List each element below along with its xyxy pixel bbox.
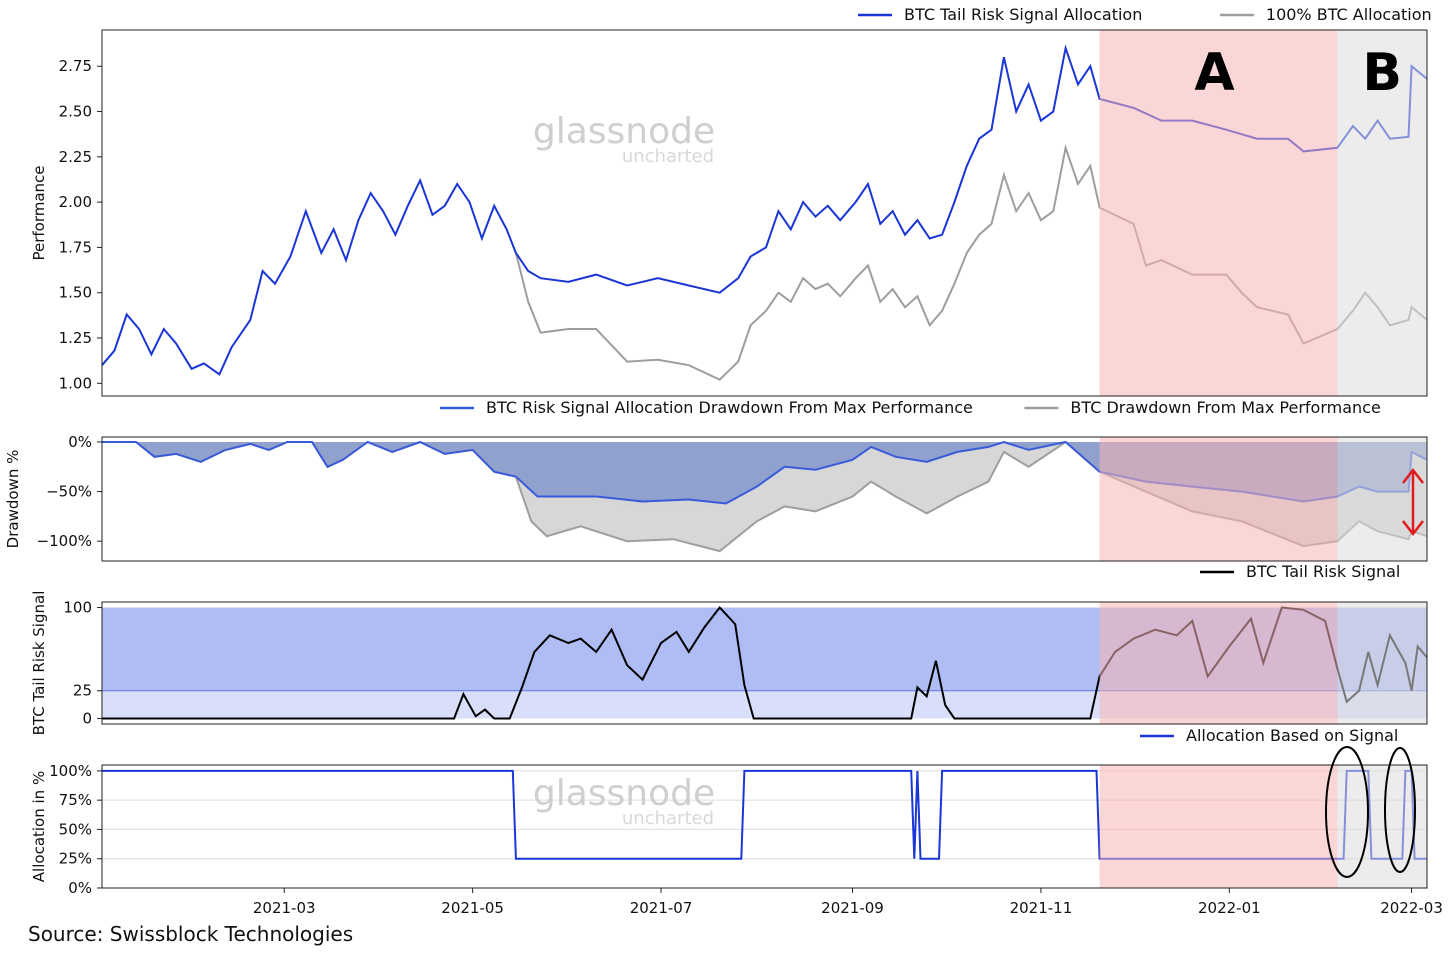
- plot-frame: [101, 436, 1428, 562]
- legend-label: 100% BTC Allocation: [1266, 5, 1432, 24]
- watermark-sub: uncharted: [622, 146, 714, 167]
- watermark-logo: glassnode: [533, 111, 715, 152]
- watermark-sub: uncharted: [622, 808, 714, 829]
- region-B: [1337, 765, 1427, 888]
- ytick-label: 0%: [68, 879, 92, 897]
- legend-label: BTC Tail Risk Signal: [1246, 562, 1400, 581]
- ytick-label: 1.75: [59, 238, 92, 256]
- ytick-label: 0%: [68, 433, 92, 451]
- region-A: [1099, 765, 1338, 888]
- y-axis-label: Performance: [30, 165, 48, 260]
- allocation-panel: glassnodeuncharted0%25%50%75%100%Allocat…: [30, 726, 1428, 897]
- red-arrow-head-down: [1402, 520, 1424, 537]
- y-axis-label: Allocation in %: [30, 771, 48, 882]
- ytick-label: 0: [82, 709, 92, 727]
- xtick-label: 2021-11: [1010, 899, 1073, 917]
- x-axis: 2021-03 2021-05 2021-07 2021-09 2021-11 2022-…: [253, 888, 1443, 917]
- ytick-label: 2.25: [59, 148, 92, 166]
- ytick-label: 2.50: [59, 103, 92, 121]
- region-A: [1099, 437, 1338, 561]
- legend-label: BTC Tail Risk Signal Allocation: [904, 5, 1142, 24]
- ytick-label: 1.50: [59, 284, 92, 302]
- ytick-label: 50%: [59, 820, 92, 838]
- ytick-label: 2.00: [59, 193, 92, 211]
- plot-frame: [101, 764, 1428, 889]
- xtick-label: 2022-01: [1198, 899, 1261, 917]
- region-letter-B: B: [1362, 43, 1402, 103]
- xtick-label: 2022-03: [1380, 899, 1443, 917]
- ytick-label: 100%: [49, 762, 92, 780]
- legend-label: Allocation Based on Signal: [1186, 726, 1398, 745]
- source-caption: Source: Swissblock Technologies: [28, 922, 354, 946]
- xtick-label: 2021-05: [441, 899, 504, 917]
- ytick-label: −50%: [46, 483, 92, 501]
- signal-panel: 0 25 100 BTC Tail Risk Signal BTC Tail Risk …: [30, 562, 1428, 736]
- region-B: [1337, 602, 1427, 724]
- region-A: [1099, 602, 1338, 724]
- region-A: [1099, 30, 1338, 396]
- y-axis-label: BTC Tail Risk Signal: [30, 591, 48, 736]
- ytick-label: 25%: [59, 850, 92, 868]
- ytick-label: 2.75: [59, 57, 92, 75]
- ytick-label: 1.00: [59, 374, 92, 392]
- ytick-label: 75%: [59, 791, 92, 809]
- area-fill: [102, 442, 1427, 504]
- xtick-label: 2021-03: [253, 899, 316, 917]
- ytick-label: 1.25: [59, 329, 92, 347]
- legend-label: BTC Risk Signal Allocation Drawdown From…: [486, 398, 973, 417]
- plot-frame: [101, 601, 1428, 725]
- xtick-label: 2021-09: [821, 899, 884, 917]
- plot-frame: [101, 29, 1428, 397]
- watermark-logo: glassnode: [533, 773, 715, 814]
- ytick-label: 25: [73, 682, 92, 700]
- highlight-ellipse: [1384, 747, 1416, 873]
- ytick-label: −100%: [37, 532, 92, 550]
- legend-label: BTC Drawdown From Max Performance: [1070, 398, 1380, 417]
- ytick-label: 100: [63, 599, 92, 617]
- region-B: [1337, 30, 1427, 396]
- area-fill: [102, 442, 1427, 552]
- y-axis-label: Drawdown %: [4, 450, 22, 549]
- red-arrow-head-up: [1402, 467, 1424, 484]
- xtick-label: 2021-07: [630, 899, 693, 917]
- highlight-ellipse: [1325, 746, 1369, 878]
- region-letter-A: A: [1194, 43, 1234, 103]
